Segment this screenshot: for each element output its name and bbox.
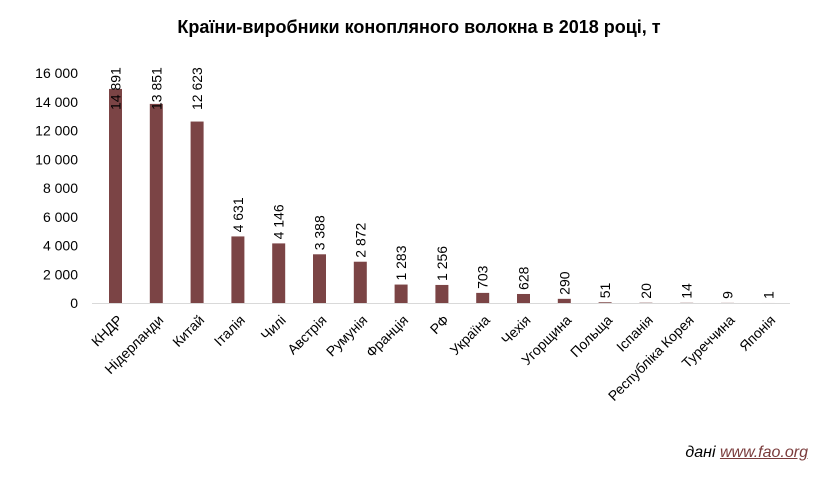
category-label: КНДР: [88, 312, 126, 350]
category-label: Чилі: [257, 312, 288, 343]
value-label: 14: [679, 283, 695, 299]
bar: [598, 302, 612, 303]
bar: [476, 292, 490, 303]
value-label: 9: [720, 291, 736, 299]
category-label: Китай: [169, 312, 207, 350]
category-label: Польща: [567, 312, 615, 360]
value-label: 3 388: [312, 215, 328, 250]
bars: [109, 88, 775, 304]
category-label: РФ: [427, 312, 452, 337]
bar: [517, 293, 530, 303]
source-link[interactable]: www.fao.org: [719, 444, 808, 461]
y-axis: 0 2 000 4 000 6 000 8 000 10 000 12 000 14 000 1…: [35, 65, 790, 311]
y-tick-label: 14 000: [35, 94, 78, 110]
y-tick-label: 16 000: [35, 65, 78, 81]
category-label: Франція: [363, 312, 412, 361]
y-tick-label: 0: [70, 295, 78, 311]
category-label: Японія: [736, 312, 778, 354]
value-label: 4 146: [271, 204, 287, 239]
category-label: Україна: [447, 312, 493, 358]
category-label: Італія: [211, 312, 248, 349]
value-label: 4 631: [230, 197, 246, 232]
y-tick-label: 8 000: [43, 180, 78, 196]
bar: [272, 243, 286, 303]
chart-title: Країни-виробники конопляного волокна в 2…: [177, 17, 661, 37]
bar: [109, 88, 122, 304]
bar: [231, 236, 245, 303]
value-label: 1: [760, 291, 776, 299]
value-label: 12 623: [189, 67, 205, 110]
bar: [313, 254, 326, 303]
value-label: 13 851: [148, 67, 164, 110]
y-tick-label: 6 000: [43, 209, 78, 225]
bar: [435, 284, 449, 303]
y-tick-label: 12 000: [35, 123, 78, 139]
bar: [149, 103, 163, 303]
value-label: 1 283: [393, 245, 409, 280]
value-label: 51: [597, 282, 613, 298]
bar: [394, 284, 408, 303]
value-label: 1 256: [434, 246, 450, 281]
category-label: Чехія: [498, 312, 534, 348]
value-label: 20: [638, 283, 654, 299]
category-label: Румунія: [323, 312, 371, 360]
category-label: Австрія: [284, 312, 330, 358]
y-tick-label: 10 000: [35, 151, 78, 167]
value-label: 2 872: [352, 222, 368, 257]
value-label: 703: [475, 265, 491, 289]
y-tick-label: 2 000: [43, 266, 78, 282]
value-label: 290: [556, 271, 572, 295]
value-label: 14 891: [108, 67, 124, 110]
bar: [353, 261, 367, 303]
bar: [190, 121, 204, 303]
value-label: 628: [516, 266, 532, 290]
source-prefix: дані: [685, 444, 716, 461]
y-tick-label: 4 000: [43, 238, 78, 254]
value-labels: 14 891 13 851 12 623 4 631 4 146 3 388 2 872 1 …: [108, 67, 777, 299]
source-note: дані www.fao.org: [685, 444, 808, 462]
bar: [557, 298, 571, 303]
